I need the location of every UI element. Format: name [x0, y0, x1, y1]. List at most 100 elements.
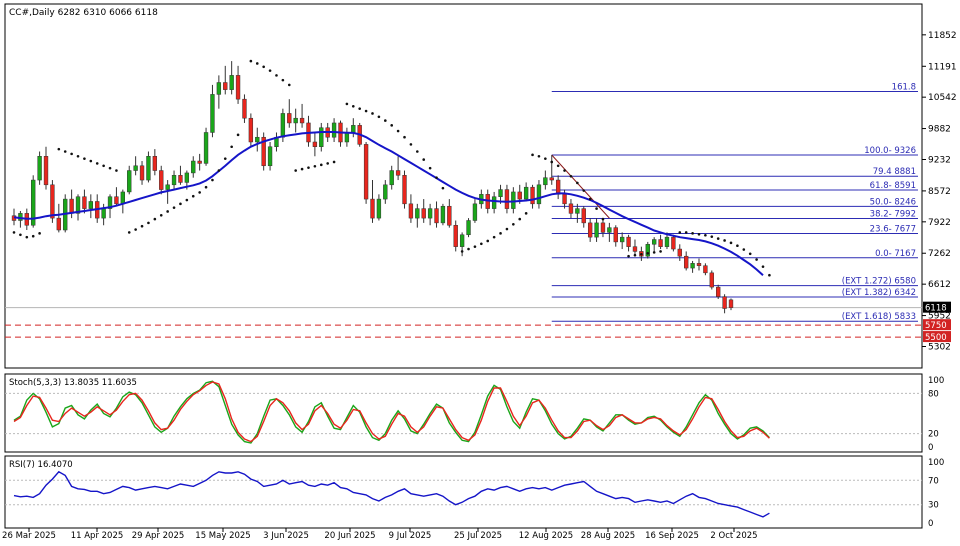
- candle-body: [370, 198, 375, 219]
- candle-body: [235, 75, 241, 100]
- candle: [543, 170, 548, 190]
- candle-body: [690, 263, 695, 269]
- candle: [306, 115, 311, 147]
- price-tick-label: 9882: [928, 125, 951, 135]
- candle: [331, 118, 337, 142]
- fib-trend-line: [551, 154, 610, 219]
- fib-level-label: 38.2- 7992: [870, 209, 916, 219]
- candle-body: [440, 205, 446, 224]
- sar-dot: [294, 169, 297, 172]
- candle-body: [351, 125, 356, 133]
- candles: [11, 61, 734, 314]
- candle-body: [517, 191, 522, 200]
- candle-body: [722, 296, 727, 309]
- sar-dot: [480, 242, 483, 246]
- candle-body: [139, 165, 145, 181]
- fib-level-label: (EXT 1.618) 5833: [842, 312, 916, 322]
- candle-body: [543, 177, 548, 186]
- candle-body: [31, 179, 36, 226]
- candle: [671, 234, 676, 252]
- sar-dot: [300, 167, 304, 171]
- date-tick-label: 12 Aug 2025: [519, 531, 573, 541]
- candle-body: [293, 117, 298, 124]
- support-levels: 5750 5500: [5, 319, 951, 343]
- sar-dot: [223, 157, 227, 160]
- candle-body: [120, 191, 126, 205]
- candle-body: [575, 208, 580, 214]
- sar-dot: [326, 162, 329, 165]
- sar-dot: [595, 207, 598, 210]
- stoch-k-line: [13, 380, 770, 444]
- candle-body: [229, 75, 234, 90]
- sar-dot: [211, 178, 214, 182]
- candle-body: [677, 248, 682, 257]
- candle-body: [607, 227, 612, 233]
- sar-dot: [198, 191, 201, 194]
- candle: [370, 180, 375, 223]
- sar-dot: [12, 231, 16, 234]
- sar-dot: [531, 153, 534, 157]
- stoch-tick-label: 80: [928, 389, 939, 399]
- sar-dot: [313, 164, 317, 168]
- candle: [716, 284, 721, 300]
- candle-body: [619, 236, 625, 243]
- candle-body: [88, 201, 93, 209]
- sar-dot: [102, 164, 105, 168]
- candle-body: [165, 184, 170, 190]
- sar-dot: [582, 189, 586, 192]
- candle: [139, 161, 145, 185]
- candle-body: [594, 222, 599, 238]
- sar-dot: [147, 221, 150, 225]
- fib-level-label: 50.0- 8246: [870, 197, 916, 207]
- candle: [645, 241, 650, 259]
- sar-dot: [627, 254, 630, 258]
- sar-dot: [31, 234, 35, 238]
- candle: [389, 165, 394, 190]
- candle: [242, 94, 247, 123]
- candle: [607, 222, 612, 242]
- candle: [722, 294, 727, 314]
- sar-dot: [390, 124, 394, 127]
- candle-body: [395, 170, 401, 176]
- stoch-d-line: [13, 381, 770, 443]
- support-level-badge: [923, 331, 951, 343]
- candle-body: [427, 208, 433, 219]
- candle-body: [504, 189, 510, 209]
- candle-body: [127, 170, 132, 193]
- price-tick-label: 7922: [928, 218, 951, 228]
- candle: [363, 141, 369, 204]
- sar-dot: [396, 129, 400, 133]
- candle: [402, 170, 407, 209]
- sar-dot: [473, 245, 477, 248]
- candle: [293, 108, 298, 133]
- fib-level-label: (EXT 1.272) 6580: [842, 277, 916, 287]
- date-tick-label: 15 May 2025: [195, 531, 250, 541]
- candle-body: [331, 122, 337, 138]
- sar-dot: [633, 253, 637, 257]
- candle-body: [37, 156, 42, 181]
- candle: [447, 199, 452, 228]
- sar-dot: [371, 112, 374, 115]
- candle-body: [261, 136, 266, 167]
- candle: [31, 175, 36, 228]
- candle-body: [376, 198, 382, 219]
- candle: [178, 165, 183, 185]
- candle-body: [581, 208, 586, 224]
- sar-dot: [736, 244, 739, 248]
- price-tick-label: 6612: [928, 280, 951, 290]
- sar-dot: [684, 231, 688, 234]
- fibonacci-levels: 161.8 100.0- 9326 79.4 8881 61.8- 8591 50.0-…: [551, 83, 918, 322]
- sar-dot: [441, 186, 445, 190]
- candle: [658, 234, 663, 250]
- sar-dot: [319, 163, 323, 167]
- candle: [235, 65, 241, 104]
- candle-body: [645, 244, 650, 257]
- candle: [626, 234, 631, 252]
- sar-dot: [287, 83, 291, 87]
- candle: [159, 165, 164, 195]
- candle: [299, 103, 305, 128]
- candle-body: [600, 222, 606, 233]
- support-level-badge: [923, 319, 951, 331]
